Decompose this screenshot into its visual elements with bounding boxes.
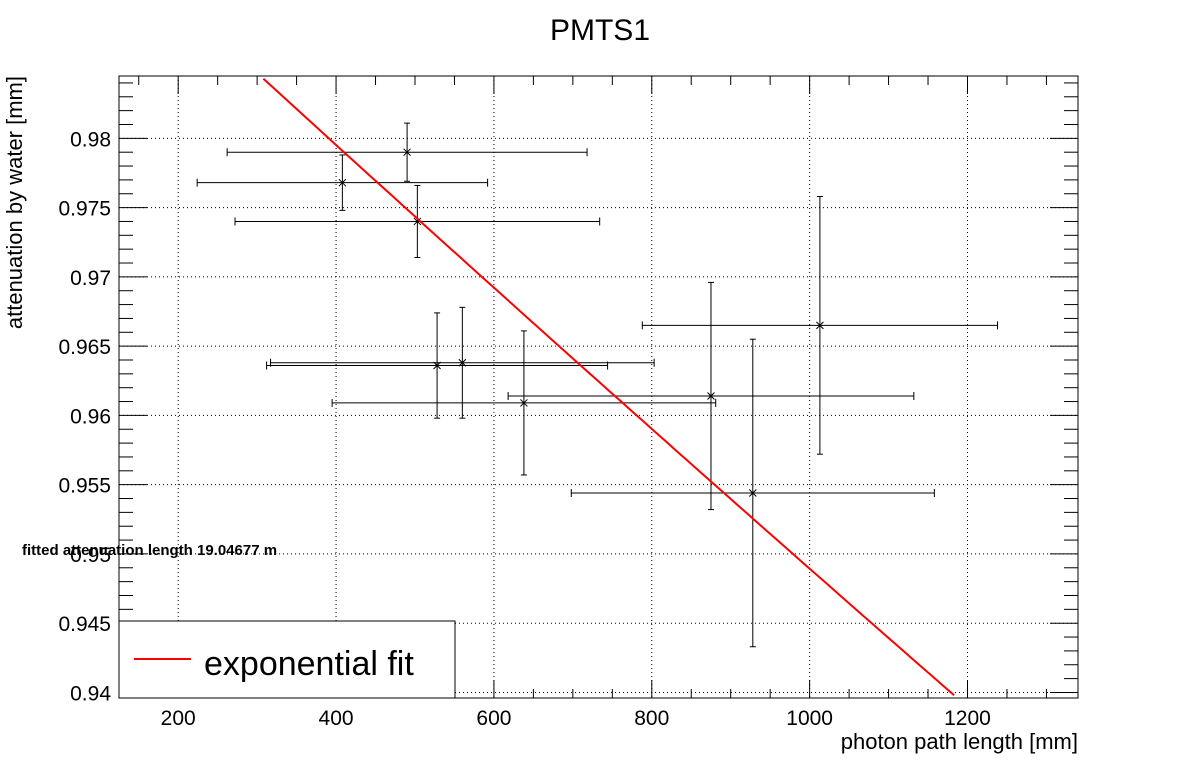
y-tick-label: 0.96 <box>70 405 111 428</box>
y-tick-label: 0.965 <box>58 336 111 359</box>
data-point <box>270 306 655 419</box>
fit-line <box>262 78 955 696</box>
axis-ticks <box>119 76 1078 698</box>
y-tick-label: 0.955 <box>58 475 111 498</box>
data-points <box>196 122 998 648</box>
data-point <box>570 338 935 648</box>
fit-annotation: fitted attenuation length 19.04677 m <box>22 542 277 559</box>
y-tick-label: 0.98 <box>70 128 111 151</box>
y-tick-label: 0.95 <box>70 544 111 567</box>
y-tick-label: 0.97 <box>70 267 111 290</box>
y-tick-label: 0.975 <box>58 198 111 221</box>
data-point <box>331 330 717 476</box>
data-point <box>641 196 998 455</box>
y-tick-labels: 0.94 0.945 0.95 0.955 0.96 0.965 0.97 0.975 0.98 <box>58 128 111 705</box>
x-tick-label: 400 <box>319 707 354 730</box>
x-marker <box>520 399 528 407</box>
x-marker <box>816 321 824 330</box>
data-point <box>266 312 609 419</box>
y-tick-label: 0.945 <box>58 613 111 636</box>
x-marker <box>338 178 347 187</box>
x-marker <box>403 148 411 157</box>
legend-label: exponential fit <box>204 645 414 683</box>
x-tick-label: 600 <box>476 707 511 730</box>
plot-frame <box>118 75 1079 699</box>
grid-lines <box>119 76 1078 698</box>
x-marker <box>413 217 422 226</box>
x-tick-labels: 200 400 600 800 1000 1200 <box>161 707 991 730</box>
x-tick-label: 800 <box>634 707 669 730</box>
data-point <box>234 184 601 258</box>
x-tick-label: 200 <box>161 707 196 730</box>
data-point <box>196 154 489 211</box>
chart-title: PMTS1 <box>550 14 650 47</box>
y-axis-label: attenuation by water [mm] <box>2 76 27 329</box>
data-point <box>507 281 915 511</box>
x-marker <box>458 358 467 367</box>
fit-line-group <box>262 78 955 696</box>
x-marker <box>748 489 757 497</box>
x-tick-label: 1000 <box>786 707 833 730</box>
x-tick-label: 1200 <box>944 707 991 730</box>
legend: exponential fit <box>118 620 456 699</box>
x-axis-label: photon path length [mm] <box>841 729 1078 754</box>
y-tick-label: 0.94 <box>70 682 111 705</box>
x-marker <box>707 392 715 400</box>
data-point <box>226 122 588 182</box>
